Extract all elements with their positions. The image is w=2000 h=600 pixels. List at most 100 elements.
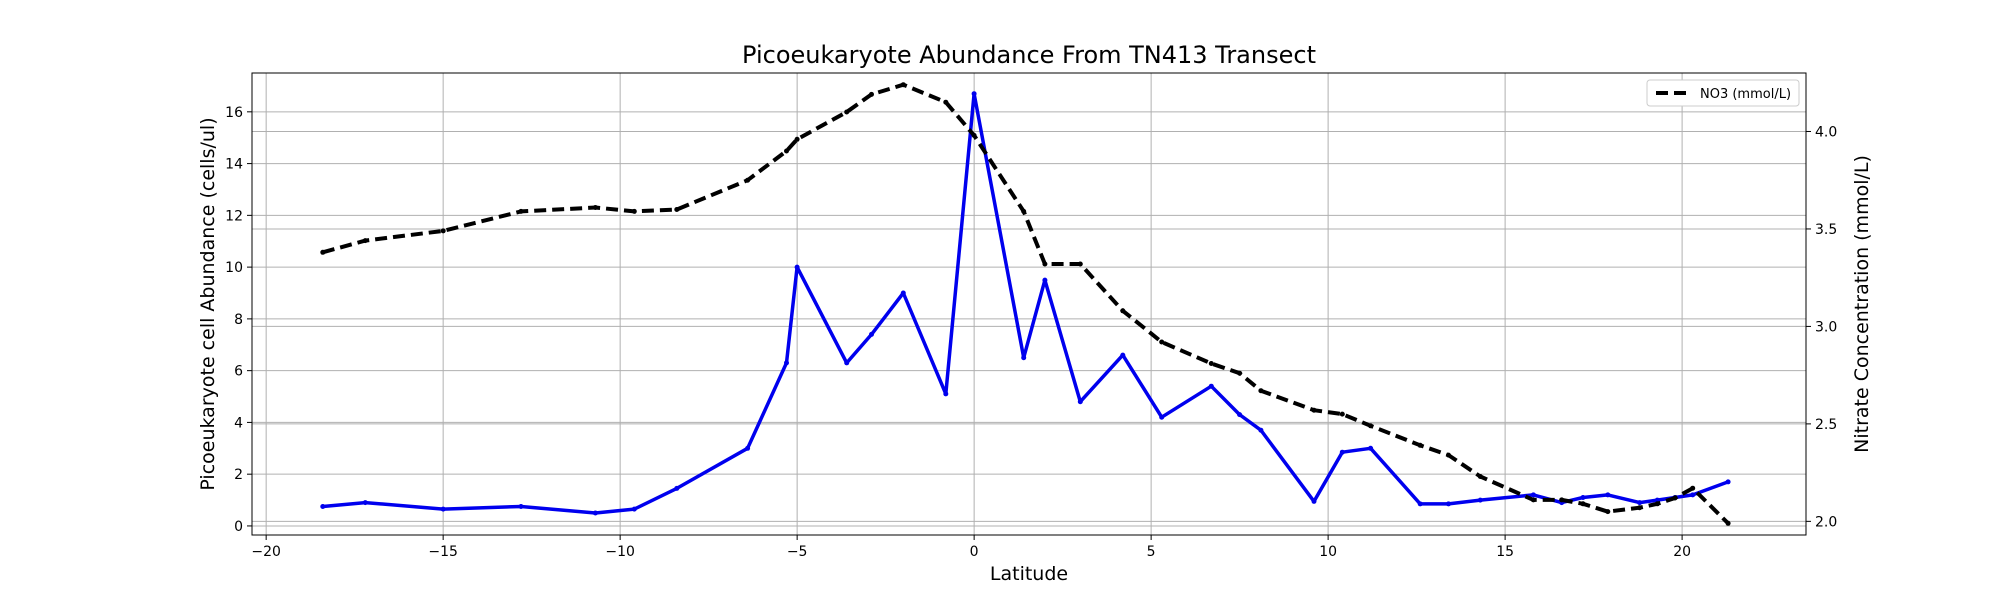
- data-point-no3: [1021, 208, 1027, 214]
- x-tick-label: 5: [1147, 544, 1156, 560]
- data-point-no3: [518, 208, 524, 214]
- legend: NO3 (mmol/L): [1646, 79, 1800, 107]
- data-point-picoeukaryote: [1605, 492, 1611, 498]
- plot-frame: [251, 72, 1807, 536]
- data-point-no3: [1368, 423, 1374, 429]
- data-point-no3: [1654, 501, 1660, 507]
- y-right-tick-label: 2.0: [1815, 514, 1837, 530]
- data-point-no3: [1077, 261, 1083, 267]
- data-point-picoeukaryote: [1339, 449, 1345, 455]
- data-point-no3: [674, 207, 680, 212]
- x-tick-label: −15: [428, 544, 458, 560]
- data-point-no3: [1530, 497, 1536, 503]
- data-point-picoeukaryote: [631, 506, 637, 512]
- y-left-tick-label: 12: [225, 208, 243, 224]
- data-point-no3: [1159, 339, 1165, 345]
- data-point-no3: [1672, 495, 1678, 501]
- data-point-picoeukaryote: [1530, 492, 1536, 498]
- data-point-no3: [440, 228, 446, 234]
- y-axis-left: 0 2 4 6 8 10 12 14 16: [225, 105, 252, 535]
- data-point-no3: [1339, 411, 1345, 417]
- data-point-no3: [900, 82, 906, 88]
- data-point-no3: [745, 177, 751, 183]
- series-line-no3: [322, 82, 1730, 525]
- data-point-picoeukaryote: [320, 504, 326, 509]
- data-point-picoeukaryote: [1237, 412, 1243, 418]
- data-point-no3: [869, 91, 874, 97]
- data-point-picoeukaryote: [943, 391, 949, 397]
- data-point-picoeukaryote: [1417, 501, 1423, 507]
- data-point-picoeukaryote: [794, 264, 800, 270]
- data-point-picoeukaryote: [1368, 445, 1374, 451]
- data-point-picoeukaryote: [1637, 500, 1643, 506]
- data-point-picoeukaryote: [1042, 277, 1048, 283]
- y-right-tick-label: 2.5: [1815, 417, 1837, 433]
- data-point-no3: [1446, 452, 1451, 458]
- data-point-picoeukaryote: [1258, 427, 1264, 433]
- data-point-no3: [844, 109, 850, 115]
- x-tick-label: 20: [1673, 544, 1691, 560]
- x-tick-label: −5: [787, 544, 808, 560]
- data-point-picoeukaryote: [1208, 383, 1214, 389]
- y-right-tick-label: 3.5: [1815, 222, 1837, 238]
- x-axis: −20 −15 −10 −5 0 5 10 15 20: [251, 535, 1691, 560]
- y-left-tick-label: 14: [225, 157, 243, 173]
- y-left-tick-label: 10: [225, 260, 243, 276]
- data-point-no3: [943, 99, 949, 105]
- data-point-picoeukaryote: [1120, 352, 1126, 358]
- data-point-no3: [971, 132, 977, 138]
- data-point-no3: [1559, 497, 1565, 503]
- data-point-no3: [1477, 474, 1483, 479]
- x-axis-title: Latitude: [990, 563, 1068, 585]
- data-point-picoeukaryote: [745, 445, 751, 451]
- y-right-tick-label: 3.0: [1815, 319, 1837, 335]
- data-point-picoeukaryote: [1021, 355, 1027, 361]
- data-point-no3: [1725, 520, 1731, 526]
- data-point-no3: [592, 205, 598, 210]
- data-point-picoeukaryote: [784, 360, 789, 366]
- data-point-picoeukaryote: [1477, 497, 1483, 503]
- x-tick-label: 0: [970, 544, 979, 560]
- y-left-tick-label: 2: [234, 467, 243, 483]
- data-point-picoeukaryote: [869, 331, 874, 337]
- series-line-picoeukaryote: [322, 91, 1729, 515]
- chart-title: Picoeukaryote Abundance From TN413 Trans…: [742, 41, 1316, 69]
- x-tick-label: 10: [1319, 544, 1337, 560]
- data-point-no3: [1417, 442, 1423, 448]
- y-axis-right: 2.0 2.5 3.0 3.5 4.0: [1806, 124, 1837, 530]
- series-layer: [320, 82, 1731, 526]
- data-point-no3: [1580, 501, 1586, 507]
- legend-label-no3: NO3 (mmol/L): [1700, 87, 1791, 102]
- data-point-picoeukaryote: [1077, 399, 1083, 405]
- data-point-no3: [794, 136, 800, 142]
- data-point-no3: [1042, 261, 1048, 267]
- data-point-picoeukaryote: [674, 485, 680, 491]
- x-tick-label: −20: [251, 544, 281, 560]
- y-left-tick-label: 0: [234, 519, 243, 535]
- y-left-tick-label: 4: [234, 415, 243, 431]
- data-point-picoeukaryote: [1311, 498, 1317, 504]
- data-point-picoeukaryote: [592, 510, 598, 516]
- data-point-picoeukaryote: [440, 506, 446, 512]
- data-point-picoeukaryote: [1159, 414, 1165, 420]
- y-right-tick-label: 4.0: [1815, 124, 1837, 140]
- data-point-no3: [784, 148, 789, 154]
- data-point-picoeukaryote: [1446, 501, 1451, 507]
- y-left-tick-label: 8: [234, 312, 243, 328]
- y-axis-right-title: Nitrate Concentration (mmol/L): [1851, 155, 1873, 453]
- data-point-picoeukaryote: [844, 360, 850, 366]
- data-point-no3: [1637, 505, 1643, 511]
- x-tick-label: −10: [605, 544, 635, 560]
- data-point-no3: [320, 249, 326, 255]
- data-point-picoeukaryote: [971, 91, 977, 97]
- x-tick-label: 15: [1496, 544, 1514, 560]
- data-point-no3: [1258, 388, 1264, 394]
- y-left-tick-label: 6: [234, 364, 243, 380]
- data-point-picoeukaryote: [1690, 492, 1696, 498]
- y-left-tick-label: 16: [225, 105, 243, 121]
- data-point-picoeukaryote: [362, 500, 368, 506]
- legend-box: [1646, 79, 1800, 107]
- data-point-no3: [1208, 361, 1214, 366]
- data-point-no3: [362, 238, 368, 244]
